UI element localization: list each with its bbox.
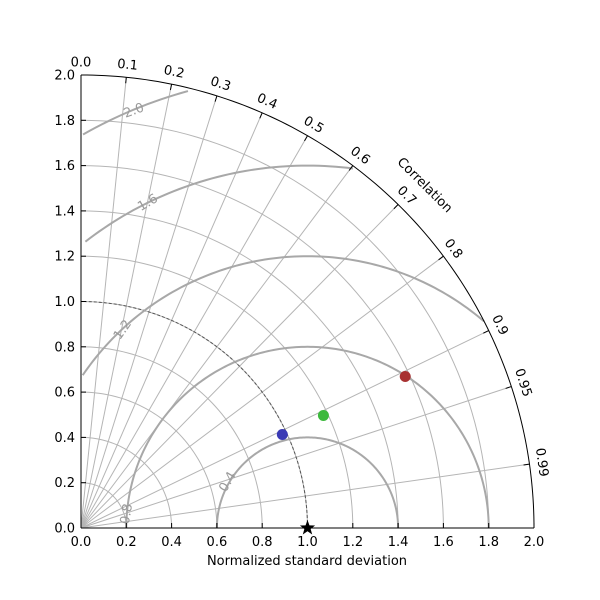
corr-tick-mark: [523, 463, 530, 466]
std-grid-arc: [80, 255, 354, 529]
rms-contour: [125, 345, 490, 529]
correlation-tick-label: 0.5: [301, 114, 326, 137]
correlation-tick-label: 0.2: [162, 63, 185, 82]
x-tick-label: 0.8: [252, 535, 273, 550]
data-point: [317, 409, 329, 421]
x-tick-label: 1.6: [433, 535, 454, 550]
std-grid-arc: [80, 346, 263, 529]
x-tick-label: 0.0: [71, 535, 92, 550]
corr-tick-mark: [125, 77, 127, 84]
y-tick-label: 2.0: [54, 69, 75, 84]
data-points: [276, 371, 411, 535]
x-axis-label: Normalized standard deviation: [207, 554, 407, 569]
rms-contour-label: 2.0: [122, 100, 147, 121]
std-grid-arc: [80, 210, 399, 529]
x-tick-label: 0.4: [161, 535, 182, 550]
rms-contour: [81, 255, 485, 376]
grid-lines: [80, 77, 530, 529]
correlation-tick-label: 0.99: [532, 447, 551, 478]
y-tick-label: 0.2: [54, 476, 75, 491]
rms-contour: [215, 436, 400, 529]
corr-tick-mark: [483, 330, 489, 334]
corr-tick-mark: [259, 112, 263, 119]
x-tick-label: 0.2: [116, 535, 137, 550]
corr-tick-mark: [214, 95, 218, 102]
x-tick-label: 1.4: [388, 535, 409, 550]
reference-star-marker: [299, 520, 316, 535]
correlation-tick-label: 0.95: [511, 367, 534, 399]
outer-arc: [80, 74, 535, 529]
correlation-tick-label: 0.3: [208, 74, 232, 95]
x-tick-label: 1.0: [297, 535, 318, 550]
std-grid-arc: [80, 119, 490, 529]
correlation-tick-label: 0.0: [71, 56, 92, 71]
corr-tick-mark: [505, 386, 512, 389]
correlation-tick-label: 0.9: [488, 313, 511, 338]
corr-tick-mark: [304, 135, 308, 142]
x-tick-label: 1.2: [342, 535, 363, 550]
tick-labels: 0.00.00.20.20.40.40.60.60.80.81.01.01.21…: [54, 56, 551, 551]
std-grid-arc: [80, 391, 218, 529]
corr-tick-mark: [438, 255, 444, 261]
data-point: [399, 371, 411, 383]
corr-tick-mark: [169, 84, 173, 91]
y-tick-label: 1.6: [54, 159, 75, 174]
y-tick-label: 1.4: [54, 204, 75, 219]
y-tick-label: 0.6: [54, 386, 75, 401]
y-tick-label: 1.2: [54, 250, 75, 265]
x-tick-label: 0.6: [207, 535, 228, 550]
y-tick-label: 0.4: [54, 431, 75, 446]
correlation-tick-label: 0.4: [255, 91, 280, 113]
rms-contour: [84, 164, 354, 243]
rms-contour-label: 1.6: [135, 191, 160, 214]
std-grid-arc: [80, 165, 444, 529]
axes: [80, 74, 535, 529]
corr-tick-mark: [393, 204, 399, 210]
correlation-tick-label: 0.1: [116, 57, 138, 74]
correlation-grid-line: [80, 77, 127, 529]
x-tick-label: 2.0: [524, 535, 545, 550]
data-point: [276, 429, 288, 441]
x-tick-label: 1.8: [478, 535, 499, 550]
reference-std-arc: [80, 301, 308, 529]
rms-contour: [82, 90, 189, 136]
std-grid-arc: [80, 436, 173, 529]
y-tick-label: 0.0: [54, 522, 75, 537]
corr-tick-mark: [348, 165, 354, 171]
rms-contour-label: 0.8: [118, 503, 136, 526]
y-tick-label: 1.0: [54, 295, 75, 310]
y-tick-label: 0.8: [54, 340, 75, 355]
y-tick-label: 1.8: [54, 114, 75, 129]
